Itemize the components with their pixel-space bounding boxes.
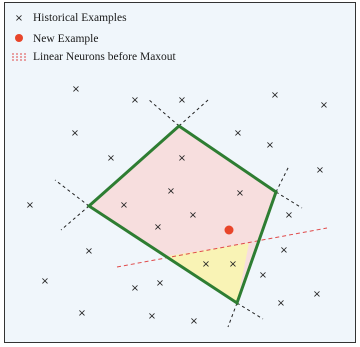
historical-example: × — [131, 95, 139, 106]
historical-example: × — [259, 270, 267, 281]
historical-example: × — [148, 311, 156, 322]
historical-example: × — [229, 259, 237, 270]
historical-example: × — [320, 100, 328, 111]
historical-example: × — [202, 259, 210, 270]
historical-example: × — [277, 298, 285, 309]
historical-example: × — [26, 200, 34, 211]
historical-example: × — [266, 140, 274, 151]
historical-example: × — [120, 200, 128, 211]
new-example-point — [224, 225, 234, 235]
historical-example: × — [271, 90, 279, 101]
legend-linear-neurons-label: Linear Neurons before Maxout — [33, 51, 177, 63]
historical-example: × — [78, 308, 86, 319]
historical-example: × — [156, 278, 164, 289]
historical-example: × — [178, 153, 186, 164]
legend-historical-marker: × — [15, 13, 23, 24]
historical-example: × — [316, 165, 324, 176]
historical-example: × — [71, 128, 79, 139]
historical-example: × — [154, 222, 162, 233]
historical-example: × — [72, 84, 80, 95]
historical-example: × — [190, 316, 198, 327]
historical-example: × — [285, 210, 293, 221]
historical-example: × — [236, 188, 244, 199]
historical-example: × — [167, 186, 175, 197]
historical-example: × — [131, 283, 139, 294]
historical-example: × — [85, 246, 93, 257]
historical-example: × — [178, 95, 186, 106]
historical-example: × — [189, 210, 197, 221]
maxout-boundary — [86, 124, 278, 306]
legend-new-example-label: New Example — [33, 33, 98, 45]
edge-extension-lines — [54, 98, 303, 328]
linear-neuron-line — [116, 227, 328, 268]
historical-example: × — [107, 153, 115, 164]
legend-new-example-dot — [15, 34, 23, 42]
yellow-subregion — [168, 243, 249, 303]
historical-example: × — [41, 276, 49, 287]
historical-examples: × × × × × × × × × × × × × × × × × × × × … — [26, 84, 328, 327]
legend-historical-label: Historical Examples — [33, 12, 127, 24]
historical-example: × — [234, 128, 242, 139]
legend: × Historical Examples New Example Linear… — [12, 12, 177, 63]
historical-example: × — [313, 289, 321, 300]
historical-example: × — [280, 245, 288, 256]
